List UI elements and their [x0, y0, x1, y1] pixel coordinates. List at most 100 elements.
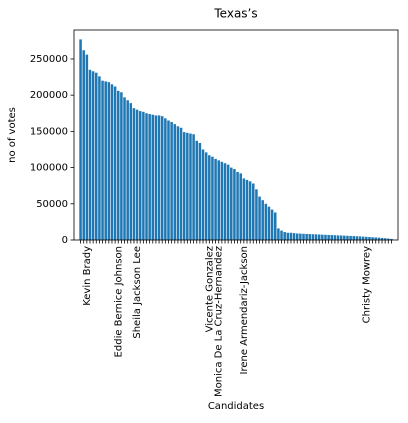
bar	[258, 196, 261, 240]
plot-frame	[73, 29, 399, 241]
bar	[142, 111, 145, 241]
bar	[352, 236, 356, 240]
bar	[233, 169, 236, 240]
bar	[302, 233, 305, 240]
bar	[346, 235, 349, 240]
bar	[248, 181, 252, 240]
bar	[164, 118, 167, 240]
bar	[157, 115, 161, 240]
bar	[299, 233, 302, 240]
bar	[277, 228, 280, 240]
bar	[245, 179, 249, 240]
bar	[377, 237, 381, 240]
bar	[116, 90, 120, 241]
bar	[135, 109, 139, 240]
bar	[330, 235, 334, 240]
bar	[387, 238, 390, 240]
bar	[226, 164, 230, 240]
bar	[186, 132, 189, 240]
bar	[336, 235, 340, 240]
bar	[211, 156, 214, 240]
x-tick-label: Eddie Bernice Johnson	[113, 246, 124, 357]
bar	[85, 54, 89, 240]
bar	[317, 234, 321, 240]
bar	[167, 120, 170, 240]
bar	[305, 233, 308, 240]
bar	[333, 235, 337, 240]
y-tick-label: 50000	[36, 199, 68, 210]
bar	[264, 203, 268, 240]
bar	[201, 149, 205, 240]
bar	[236, 171, 239, 240]
bar	[321, 234, 324, 240]
bar	[189, 133, 192, 240]
bar	[295, 233, 299, 240]
bar	[123, 97, 126, 241]
bar	[101, 80, 104, 240]
bar	[88, 69, 92, 241]
bar	[383, 238, 387, 240]
x-tick-label: Vicente Gonzalez	[204, 246, 215, 332]
y-tick-label: 100000	[30, 163, 68, 174]
x-tick-label: Kevin Brady	[82, 246, 93, 306]
y-tick-label: 250000	[30, 54, 68, 65]
bar	[380, 237, 384, 240]
bar	[349, 235, 352, 240]
y-tick-label: 150000	[30, 126, 68, 137]
x-tick-label: Irene Armendariz-Jackson	[239, 246, 250, 374]
bar	[170, 121, 173, 240]
bar	[283, 232, 286, 240]
x-tick-label: Sheila Jackson Lee	[132, 246, 143, 339]
bar	[160, 116, 164, 240]
bar	[343, 235, 346, 240]
bar	[289, 232, 293, 240]
bar	[311, 234, 315, 240]
y-axis-label: no of votes	[7, 107, 18, 163]
bar	[339, 235, 343, 240]
bar	[145, 113, 148, 240]
bar	[217, 160, 220, 240]
bar	[126, 100, 129, 240]
bar	[214, 158, 217, 240]
bar	[365, 236, 368, 240]
bar	[261, 200, 264, 240]
bar	[198, 142, 202, 240]
bar	[176, 126, 180, 240]
bar	[286, 232, 290, 240]
bar	[208, 155, 211, 240]
bar	[255, 189, 258, 240]
bar	[314, 234, 318, 240]
bar	[148, 114, 151, 240]
bar	[182, 132, 186, 240]
bar	[98, 76, 101, 241]
bar	[204, 152, 208, 240]
bar	[113, 86, 117, 240]
chart-title: Texas’s	[213, 7, 257, 21]
bar	[324, 234, 327, 240]
bar	[192, 134, 195, 240]
bar	[327, 234, 330, 240]
bar	[110, 84, 114, 240]
bar	[371, 237, 374, 240]
bar	[280, 230, 283, 240]
bar	[239, 173, 242, 240]
bar	[355, 236, 359, 240]
y-tick-label: 0	[62, 235, 68, 246]
x-tick-label: Monica De La Cruz-Hernandez	[214, 246, 225, 397]
bar	[120, 92, 123, 240]
bar	[179, 127, 183, 240]
bar	[151, 114, 155, 240]
x-tick-label: Christy Mowrey	[361, 246, 372, 323]
bar	[95, 72, 98, 240]
bar	[82, 50, 85, 240]
bar	[223, 163, 227, 240]
bar	[220, 161, 224, 240]
bar	[390, 238, 393, 240]
bar	[273, 212, 277, 240]
bar	[242, 178, 246, 240]
x-axis-label: Candidates	[208, 401, 264, 412]
bar	[104, 81, 107, 241]
y-tick-label: 200000	[30, 90, 68, 101]
bar	[374, 237, 377, 240]
